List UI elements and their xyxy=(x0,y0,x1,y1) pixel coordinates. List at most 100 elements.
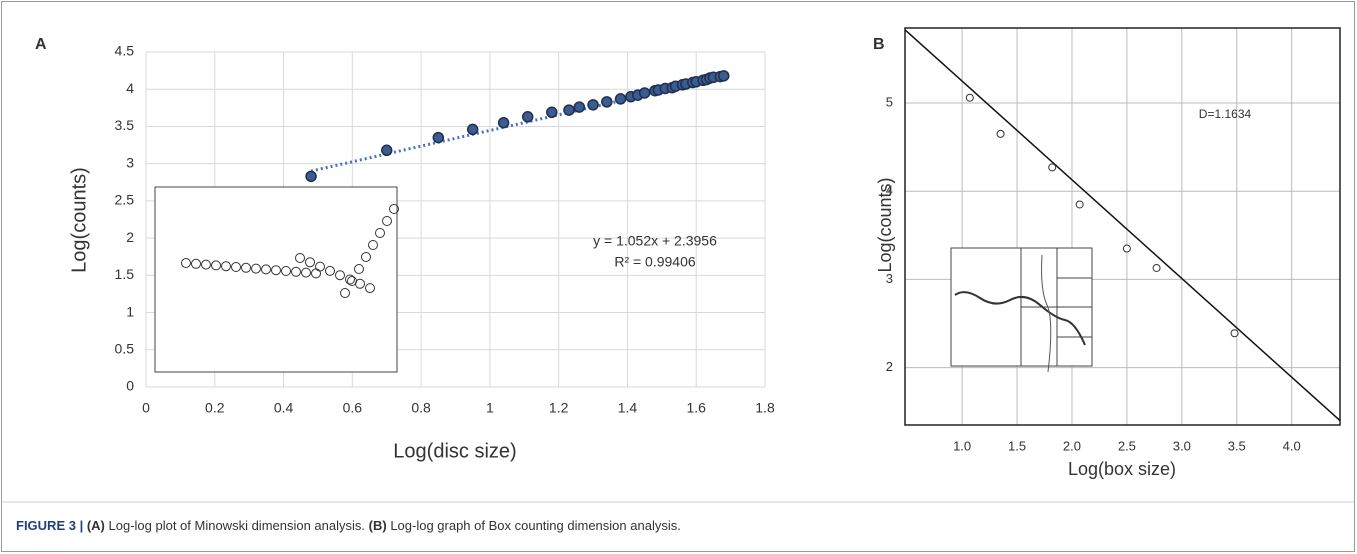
data-point xyxy=(432,131,445,144)
data-point xyxy=(601,96,613,108)
x-tick-label: 1.2 xyxy=(549,400,569,416)
y-tick-label: 4.5 xyxy=(115,43,135,59)
y-tick-label: 2.5 xyxy=(115,192,135,208)
data-point xyxy=(497,116,510,129)
trendline xyxy=(904,29,1341,422)
caption-label: (A) xyxy=(87,518,105,533)
data-point xyxy=(717,70,730,82)
x-tick-label: 3.5 xyxy=(1228,438,1246,453)
inset-circle xyxy=(271,265,281,276)
x-tick-label: 4.0 xyxy=(1283,438,1301,453)
data-point xyxy=(587,99,599,111)
y-tick-label: 0.5 xyxy=(115,340,135,356)
inset-circle xyxy=(291,266,301,277)
trendline xyxy=(310,75,725,173)
data-point xyxy=(1152,263,1161,272)
inset-circle xyxy=(241,262,251,273)
y-tick-label: 3.5 xyxy=(115,117,135,133)
inset-circle xyxy=(315,261,325,272)
y-tick-label: 1 xyxy=(126,303,134,319)
x-tick-label: 1.4 xyxy=(618,400,638,416)
caption-text: Log-log plot of Minowski dimension analy… xyxy=(109,518,366,533)
inset-circle xyxy=(375,228,385,238)
data-point xyxy=(1048,163,1057,172)
inset-circle xyxy=(389,204,399,214)
inset-circle xyxy=(295,253,305,263)
x-tick-label: 1.0 xyxy=(953,438,971,453)
data-point xyxy=(466,123,479,136)
plot-frame xyxy=(904,27,1341,426)
y-tick-label: 2 xyxy=(886,359,893,374)
inset-circle xyxy=(354,264,364,274)
inset-circle xyxy=(361,252,371,262)
data-point xyxy=(996,129,1005,138)
x-tick-label: 1 xyxy=(486,400,494,416)
inset-circle xyxy=(368,240,378,250)
inset-circle xyxy=(211,260,221,271)
data-point xyxy=(546,106,558,119)
inset-circle xyxy=(345,274,355,285)
annotation: y = 1.052x + 2.3956 xyxy=(593,233,717,249)
data-point xyxy=(563,104,575,116)
x-tick-label: 2.5 xyxy=(1118,438,1136,453)
x-tick-label: 0.2 xyxy=(205,400,225,416)
y-tick-label: 0 xyxy=(126,378,134,394)
inset-circle xyxy=(231,262,241,272)
data-point xyxy=(521,111,534,123)
y-tick-label: 2 xyxy=(126,229,134,245)
y-axis-label: Log(counts) xyxy=(875,177,895,272)
y-tick-label: 3 xyxy=(126,154,134,170)
data-point xyxy=(1230,329,1239,338)
inset-curve xyxy=(1041,254,1052,373)
x-tick-label: 2.0 xyxy=(1063,438,1081,453)
inset-circle xyxy=(325,265,335,276)
caption-label: (B) xyxy=(369,518,387,533)
panel-label: B xyxy=(873,36,885,53)
data-point xyxy=(380,144,393,157)
annotation: R² = 0.99406 xyxy=(614,254,696,270)
inset-circle xyxy=(261,264,271,275)
y-tick-label: 1.5 xyxy=(115,266,135,282)
caption-figure: FIGURE 3 | xyxy=(16,518,83,533)
x-tick-label: 0.6 xyxy=(343,400,363,416)
inset-circle xyxy=(221,261,231,272)
inset-circle xyxy=(382,216,392,226)
y-axis-label: Log(counts) xyxy=(68,167,90,273)
y-tick-label: 3 xyxy=(886,271,893,286)
inset-circle xyxy=(355,278,365,289)
inset-circle xyxy=(281,266,291,276)
data-point xyxy=(1075,200,1084,209)
y-tick-label: 4 xyxy=(886,183,893,198)
caption-text: Log-log graph of Box counting dimension … xyxy=(390,518,681,533)
data-point xyxy=(573,101,586,113)
x-tick-label: 1.5 xyxy=(1008,438,1026,453)
data-point xyxy=(965,93,974,102)
inset-circle xyxy=(201,259,211,270)
x-tick-label: 1.8 xyxy=(755,400,775,416)
inset-curve xyxy=(954,291,1086,346)
x-tick-label: 1.6 xyxy=(686,400,706,416)
x-tick-label: 3.0 xyxy=(1173,438,1191,453)
inset-circle xyxy=(340,288,350,298)
inset-circle xyxy=(335,270,345,281)
inset-circle xyxy=(251,263,261,274)
y-tick-label: 5 xyxy=(886,94,893,109)
x-tick-label: 0.4 xyxy=(274,400,294,416)
annotation: D=1.1634 xyxy=(1199,107,1252,121)
x-tick-label: 0.8 xyxy=(411,400,431,416)
caption: FIGURE 3 | (A) Log-log plot of Minowski … xyxy=(16,518,681,533)
data-point xyxy=(638,87,651,99)
inset-circle xyxy=(301,267,311,278)
x-tick-label: 0 xyxy=(142,400,150,416)
data-point xyxy=(305,170,317,183)
inset-circle xyxy=(181,258,191,268)
x-axis-label: Log(box size) xyxy=(1068,459,1176,479)
data-point xyxy=(1122,244,1131,253)
x-axis-label: Log(disc size) xyxy=(393,440,516,462)
inset-circle xyxy=(365,283,375,294)
data-point xyxy=(614,93,627,105)
inset-circle xyxy=(191,258,201,269)
panel-label: A xyxy=(35,36,47,53)
